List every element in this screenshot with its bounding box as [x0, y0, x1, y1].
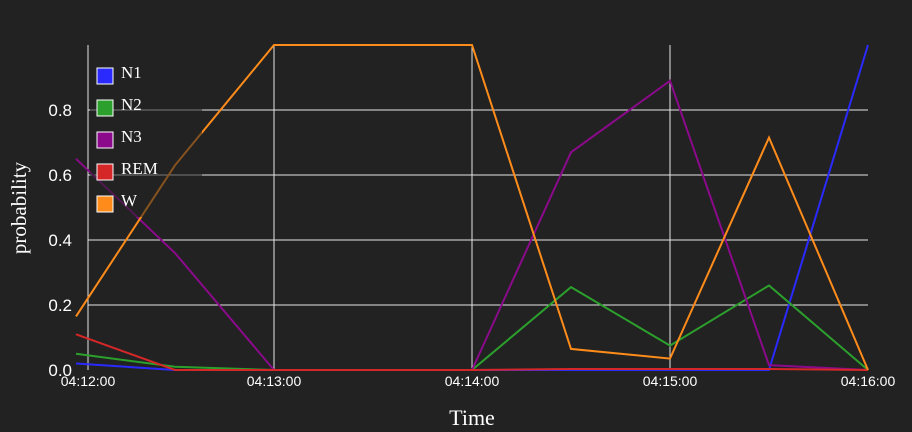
series-line-w [75, 44, 869, 371]
legend-swatch-n2 [96, 99, 114, 117]
legend-label-rem: REM [121, 159, 158, 178]
y-tick-label: 0.0 [48, 361, 72, 380]
series-line-rem [75, 333, 869, 371]
legend-label-n3: N3 [121, 127, 142, 146]
y-tick-label: 0.4 [48, 231, 72, 250]
legend-swatch-w [96, 195, 114, 213]
series-lines [75, 44, 869, 371]
legend-label-n2: N2 [121, 95, 142, 114]
legend-swatch-n1 [96, 67, 114, 85]
tick-labels: 0.0 0.2 0.4 0.6 0.8 04:12:00 04:13:00 04:14:00 0… [48, 101, 895, 389]
y-tick-label: 0.8 [48, 101, 72, 120]
grid [87, 45, 868, 370]
legend-label-w: W [121, 191, 138, 210]
x-tick-label: 04:15:00 [643, 373, 698, 389]
x-tick-label: 04:13:00 [247, 373, 302, 389]
y-tick-label: 0.2 [48, 296, 72, 315]
y-axis-label: probability [7, 161, 31, 254]
y-tick-label: 0.6 [48, 166, 72, 185]
legend-label-n1: N1 [121, 63, 142, 82]
legend-swatch-n3 [96, 131, 114, 149]
x-axis-label: Time [449, 405, 495, 430]
legend: N1 N2 N3 REM W [90, 52, 202, 217]
legend-swatch-rem [96, 163, 114, 181]
x-tick-label: 04:14:00 [445, 373, 500, 389]
x-tick-label: 04:16:00 [841, 373, 896, 389]
x-tick-label: 04:12:00 [61, 373, 116, 389]
